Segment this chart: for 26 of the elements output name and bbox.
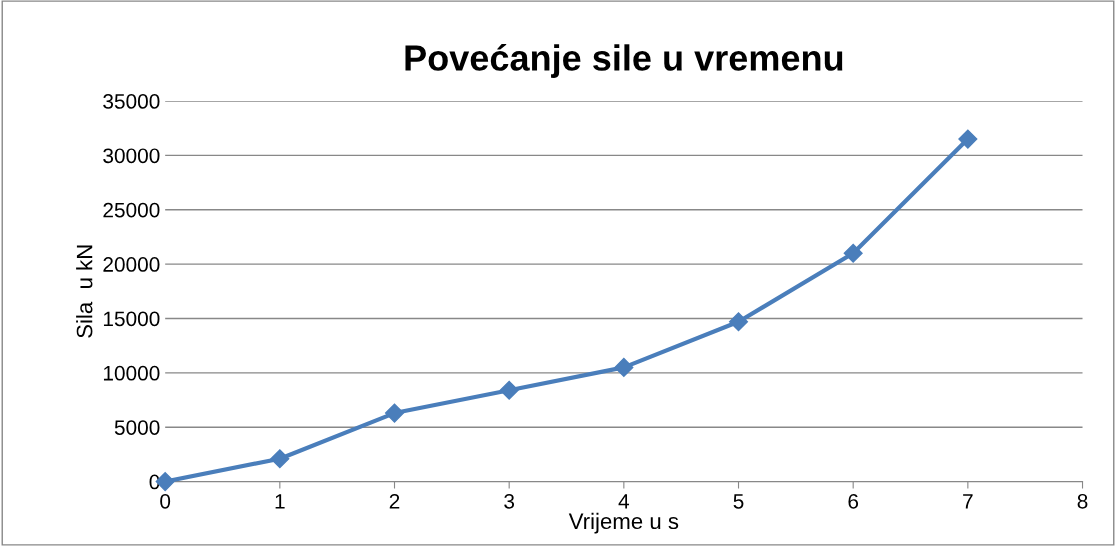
point xyxy=(499,380,519,400)
point xyxy=(728,312,749,332)
y-axis-title: Sila u kN xyxy=(76,245,93,338)
point xyxy=(270,449,290,469)
x-axis-title: Vrijeme u s xyxy=(568,512,679,534)
y-tick-label: 5000 xyxy=(114,420,160,435)
x-tick-label: 0 xyxy=(160,493,171,509)
point xyxy=(614,357,634,377)
point xyxy=(958,129,978,149)
y-tick-label: 15000 xyxy=(103,311,160,327)
x-tick-label: 3 xyxy=(504,493,515,509)
x-tick-label: 6 xyxy=(848,493,859,509)
point xyxy=(384,403,405,423)
y-tick-label: 30000 xyxy=(103,148,160,164)
x-tick-label: 4 xyxy=(618,494,630,509)
y-tick-label: 10000 xyxy=(103,365,160,381)
x-tick-label: 1 xyxy=(275,494,285,509)
x-tick-label: 2 xyxy=(389,493,400,509)
y-tick-label: 35000 xyxy=(103,94,160,109)
point xyxy=(843,243,863,263)
y-tick-label: 25000 xyxy=(103,202,160,218)
x-tick-label: 7 xyxy=(963,494,973,509)
y-tick-label: 20000 xyxy=(103,257,160,272)
x-tick-label: 5 xyxy=(733,494,744,509)
x-tick-label: 8 xyxy=(1077,493,1088,509)
chart-title: Povećanje sile u vremenu xyxy=(405,43,843,78)
